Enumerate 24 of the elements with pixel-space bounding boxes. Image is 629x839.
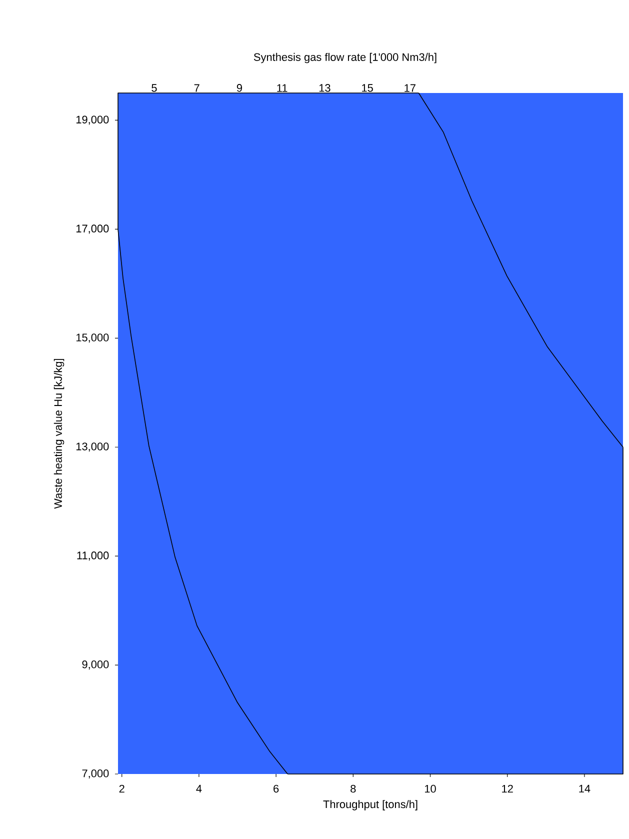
x-tick-label: 4: [196, 784, 202, 792]
x-tick-label: 8: [350, 784, 356, 793]
x-tick-label: 2: [119, 784, 124, 793]
x-tick-label: 12: [502, 784, 513, 793]
x-axis-title: Throughput [tons/h]: [323, 800, 418, 810]
x-tick-label: 6: [274, 784, 279, 793]
x2-tick-label: 11: [277, 84, 288, 92]
x-tick-label: 14: [579, 784, 590, 792]
x2-tick-label: 17: [404, 84, 416, 92]
y-axis-title: Waste heating value Hu [kJ/kg]: [54, 358, 64, 509]
x2-axis-title: Synthesis gas flow rate [1'000 Nm3/h]: [254, 52, 436, 64]
y-tick-label: 15,000: [76, 334, 109, 343]
x-tick-label: 10: [424, 784, 436, 793]
x2-tick-label: 5: [152, 84, 157, 92]
x2-tick-label: 13: [319, 84, 330, 92]
x2-tick-label: 9: [236, 84, 242, 92]
y-tick-label: 17,000: [76, 224, 109, 234]
y-tick-label: 7,000: [82, 769, 109, 779]
x2-tick-label: 15: [362, 84, 373, 92]
y-tick-label: 11,000: [77, 552, 109, 561]
y-tick-label: 9,000: [82, 660, 109, 670]
y-tick-label: 19,000: [76, 116, 109, 125]
x2-tick-label: 7: [194, 84, 200, 92]
y-tick-label: 13,000: [76, 442, 109, 452]
